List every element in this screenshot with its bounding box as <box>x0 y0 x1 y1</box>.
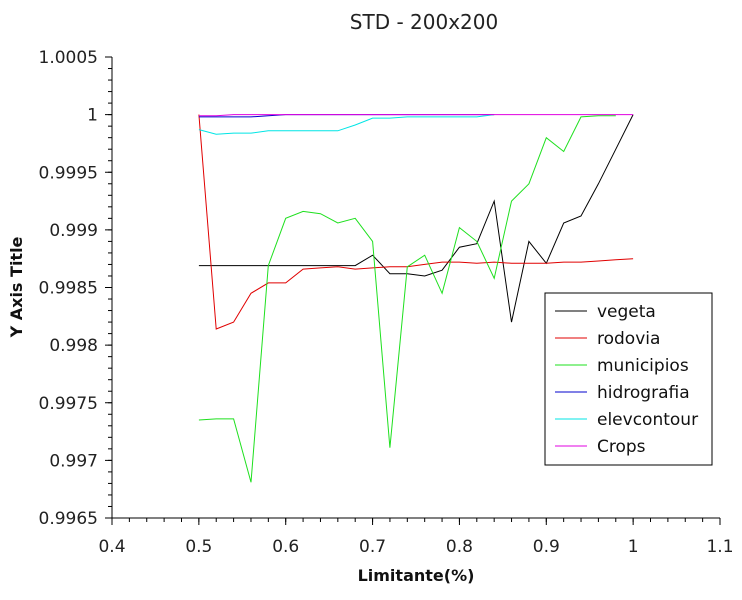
legend-label-rodovia: rodovia <box>597 329 660 349</box>
legend-label-hidrografia: hidrografia <box>597 383 690 403</box>
chart-title: STD - 200x200 <box>350 10 498 34</box>
x-tick-label: 1.1 <box>706 537 733 557</box>
y-tick-label: 0.999 <box>49 221 98 241</box>
series-line-rodovia <box>198 114 634 330</box>
series-line-elevcontour <box>198 114 495 135</box>
y-tick-label: 1 <box>87 106 98 126</box>
legend-label-elevcontour: elevcontour <box>597 410 698 430</box>
y-tick-label: 0.9975 <box>39 394 98 414</box>
x-tick-label: 1 <box>628 537 639 557</box>
x-axis-label: Limitante(%) <box>358 566 475 585</box>
x-tick-label: 0.4 <box>98 537 125 557</box>
y-tick-label: 0.9985 <box>39 279 98 299</box>
series-line-Crops <box>198 114 634 117</box>
x-tick-label: 0.5 <box>185 537 212 557</box>
series-line-municipios <box>198 115 616 483</box>
y-tick-label: 0.9965 <box>39 509 98 529</box>
legend: vegeta rodovia municipios hidrografia elevco… <box>544 292 713 466</box>
legend-box <box>544 292 713 466</box>
x-tick-label: 0.9 <box>533 537 560 557</box>
y-tick-label: 0.9995 <box>39 163 98 183</box>
y-tick-label: 0.998 <box>49 336 98 356</box>
legend-label-vegeta: vegeta <box>597 302 656 322</box>
legend-label-municipios: municipios <box>597 356 689 376</box>
series-line-vegeta <box>198 114 634 323</box>
legend-label-Crops: Crops <box>597 437 646 457</box>
x-tick-label: 0.6 <box>272 537 299 557</box>
x-tick-label: 0.7 <box>359 537 386 557</box>
y-tick-label: 1.0005 <box>39 48 98 68</box>
y-axis-label: Y Axis Title <box>7 236 26 338</box>
x-tick-label: 0.8 <box>446 537 473 557</box>
axes: 0.4 0.5 0.6 0.7 0.8 0.9 1 1.1 0.9965 0.997 0.9975 0… <box>39 48 734 557</box>
series-group <box>198 114 634 483</box>
y-tick-label: 0.997 <box>49 451 98 471</box>
